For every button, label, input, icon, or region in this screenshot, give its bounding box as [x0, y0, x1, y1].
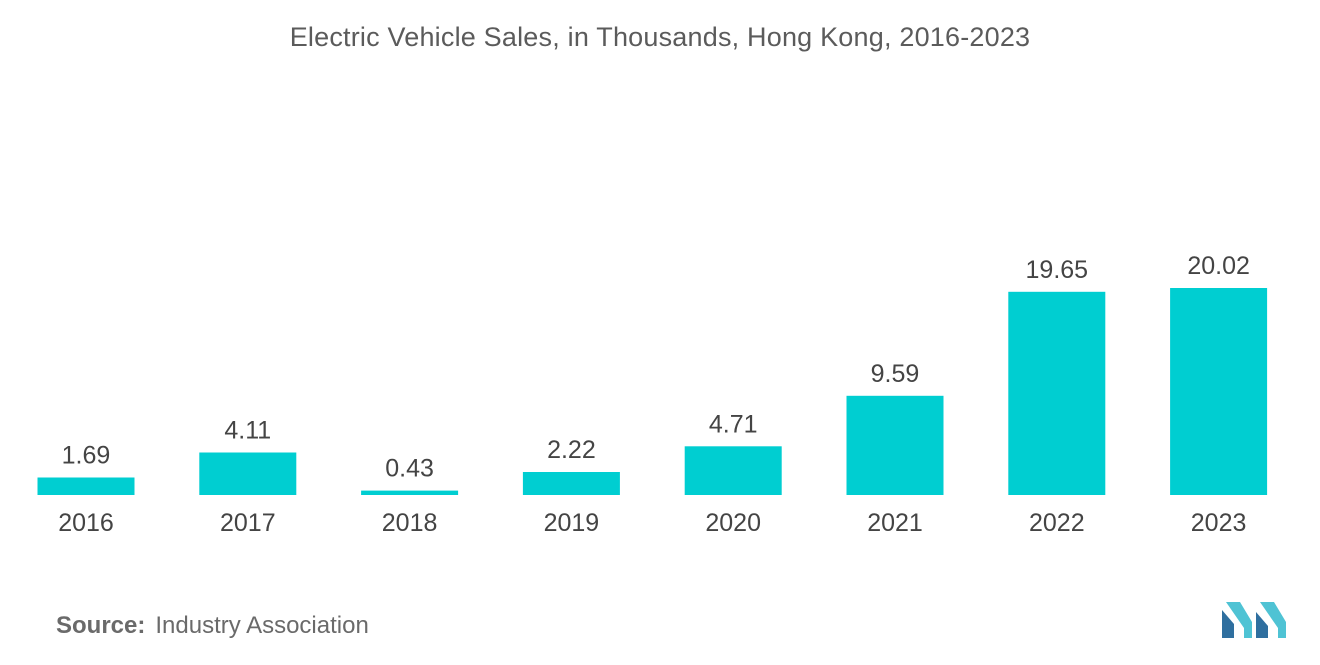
mordor-intelligence-logo-icon — [1222, 602, 1290, 643]
bar-2021 — [846, 395, 944, 495]
value-label-2021: 9.59 — [871, 360, 920, 388]
x-tick-2022: 2022 — [1029, 509, 1085, 537]
bar-2022 — [1008, 291, 1106, 495]
bar-2019 — [522, 472, 620, 495]
value-labels-group: 1.69 4.11 0.43 2.22 4.71 9.59 19.65 20.02 — [62, 252, 1250, 483]
x-tick-2020: 2020 — [705, 509, 761, 537]
x-tick-2021: 2021 — [867, 509, 923, 537]
value-label-2020: 4.71 — [709, 410, 758, 438]
bars-group — [37, 288, 1268, 495]
bar-2016 — [37, 477, 135, 495]
source-text: Industry Association — [155, 612, 369, 639]
value-label-2022: 19.65 — [1026, 256, 1089, 284]
x-tick-2019: 2019 — [544, 509, 600, 537]
x-tick-2018: 2018 — [382, 509, 438, 537]
x-tick-2023: 2023 — [1191, 509, 1247, 537]
x-tick-2017: 2017 — [220, 509, 276, 537]
source-note: Source: Industry Association — [56, 612, 369, 640]
bar-2023 — [1170, 288, 1268, 495]
value-label-2019: 2.22 — [547, 436, 596, 464]
bar-2020 — [684, 446, 782, 495]
chart-title: Electric Vehicle Sales, in Thousands, Ho… — [289, 22, 1031, 52]
value-label-2023: 20.02 — [1187, 252, 1250, 280]
x-axis-tick-labels: 2016 2017 2018 2019 2020 2021 2022 2023 — [58, 509, 1246, 537]
source-label: Source: — [56, 612, 146, 639]
x-tick-2016: 2016 — [58, 509, 114, 537]
value-label-2016: 1.69 — [62, 442, 111, 470]
bar-2018 — [361, 490, 459, 495]
value-label-2017: 4.11 — [224, 417, 271, 445]
value-label-2018: 0.43 — [385, 455, 434, 483]
bar-2017 — [199, 452, 297, 495]
